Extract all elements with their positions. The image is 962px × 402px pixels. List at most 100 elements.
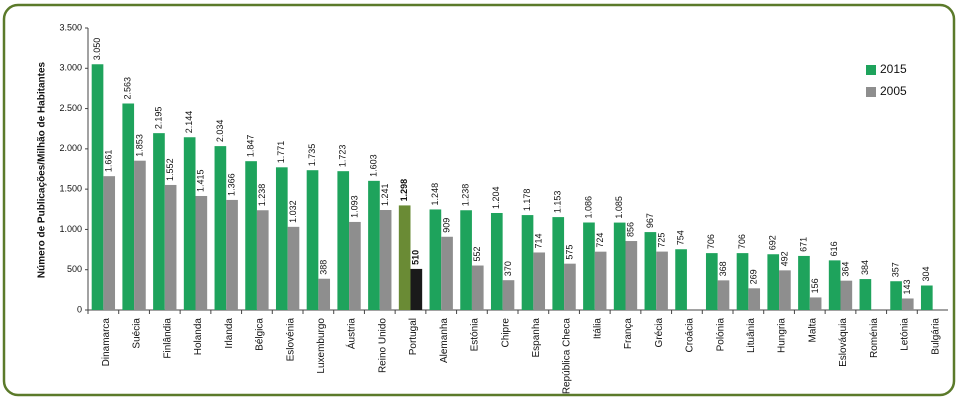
value-label: 269 [749, 269, 759, 284]
bar [275, 167, 288, 310]
value-label: 1.093 [349, 195, 359, 218]
value-label: 143 [902, 279, 912, 294]
value-label: 2.195 [153, 107, 163, 130]
value-label: 384 [860, 260, 870, 275]
legend-label: 2015 [880, 62, 907, 76]
bar [901, 298, 914, 310]
y-tick-label: 2.500 [59, 103, 82, 113]
bar [717, 280, 730, 310]
value-label: 706 [706, 234, 716, 249]
bar [552, 217, 565, 310]
bar [767, 254, 780, 310]
x-tick-label: Polónia [715, 318, 726, 352]
x-tick-label: Irlanda [224, 318, 235, 349]
value-label: 1.661 [104, 150, 114, 173]
value-label: 492 [779, 251, 789, 266]
value-label: 1.241 [380, 183, 390, 206]
value-label: 706 [737, 234, 747, 249]
value-label: 1.204 [491, 186, 501, 209]
bar [490, 212, 503, 310]
value-label: 1.552 [165, 158, 175, 181]
value-label: 2.144 [184, 111, 194, 134]
value-label: 724 [595, 233, 605, 248]
y-tick-label: 3.500 [59, 22, 82, 32]
value-label: 1.153 [553, 191, 563, 214]
x-tick-label: Malta [807, 318, 818, 343]
bar [256, 210, 269, 310]
bar [583, 222, 595, 310]
y-tick-label: 2.000 [59, 143, 82, 153]
bar [613, 222, 626, 310]
bar [103, 176, 116, 310]
y-tick-label: 500 [67, 264, 82, 274]
value-label: 364 [841, 262, 851, 277]
value-label: 552 [472, 246, 482, 261]
value-label: 754 [675, 230, 685, 245]
bar [379, 210, 392, 310]
value-label: 388 [319, 260, 329, 275]
bar [398, 205, 411, 310]
bar [920, 285, 933, 310]
x-tick-label: Eslováquia [838, 318, 849, 367]
x-tick-label: República Checa [562, 318, 573, 395]
x-tick-label: França [623, 318, 634, 350]
value-label: 671 [798, 237, 808, 252]
value-label: 725 [656, 233, 666, 248]
value-label: 1.366 [226, 173, 236, 196]
y-tick-label: 1.000 [59, 224, 82, 234]
value-label: 1.771 [276, 141, 286, 164]
bar [214, 146, 227, 310]
bar [183, 137, 196, 310]
value-label: 304 [921, 266, 931, 281]
bar [533, 252, 546, 310]
bar [410, 268, 423, 310]
x-tick-label: Letónia [900, 318, 911, 351]
x-tick-label: Grécia [654, 318, 665, 348]
bar [441, 236, 453, 310]
bar [287, 226, 300, 310]
value-label: 967 [645, 213, 655, 228]
bar [705, 253, 718, 310]
bar [226, 199, 238, 310]
bar [656, 251, 668, 310]
value-label: 1.238 [257, 184, 267, 207]
x-tick-label: Espanha [531, 318, 542, 358]
y-tick-label: 1.500 [59, 184, 82, 194]
value-label: 1.238 [460, 184, 470, 207]
bar [779, 270, 791, 310]
x-tick-label: Estónia [470, 318, 481, 352]
bar [859, 279, 872, 310]
bar [809, 297, 822, 310]
x-tick-label: Eslovénia [285, 318, 296, 362]
bar [840, 280, 853, 310]
value-label: 692 [768, 235, 778, 250]
bar [368, 180, 380, 310]
x-tick-label: Finlândia [162, 318, 173, 359]
y-tick-label: 0 [77, 304, 82, 314]
value-label: 1.853 [134, 134, 144, 157]
bar [349, 221, 361, 310]
x-tick-label: Luxemburgo [316, 318, 327, 374]
x-tick-label: Dinamarca [101, 318, 112, 367]
bar [748, 288, 761, 310]
bar [594, 251, 607, 310]
bar [460, 210, 472, 310]
bar [306, 170, 319, 310]
x-tick-label: Holanda [193, 318, 204, 356]
value-label: 575 [564, 245, 574, 260]
value-label: 2.563 [123, 77, 133, 100]
bar [153, 133, 165, 310]
bar [564, 263, 576, 310]
bar [675, 249, 687, 310]
x-tick-label: Hungria [777, 318, 788, 353]
bar [337, 171, 350, 310]
value-label: 2.034 [215, 120, 225, 143]
value-label: 1.248 [430, 183, 440, 206]
x-tick-label: Bélgica [255, 318, 266, 351]
x-tick-label: Roménia [869, 318, 880, 358]
x-tick-label: Lituânia [746, 318, 757, 353]
value-label: 1.085 [614, 196, 624, 219]
bar [798, 255, 810, 310]
value-label: 357 [890, 262, 900, 277]
